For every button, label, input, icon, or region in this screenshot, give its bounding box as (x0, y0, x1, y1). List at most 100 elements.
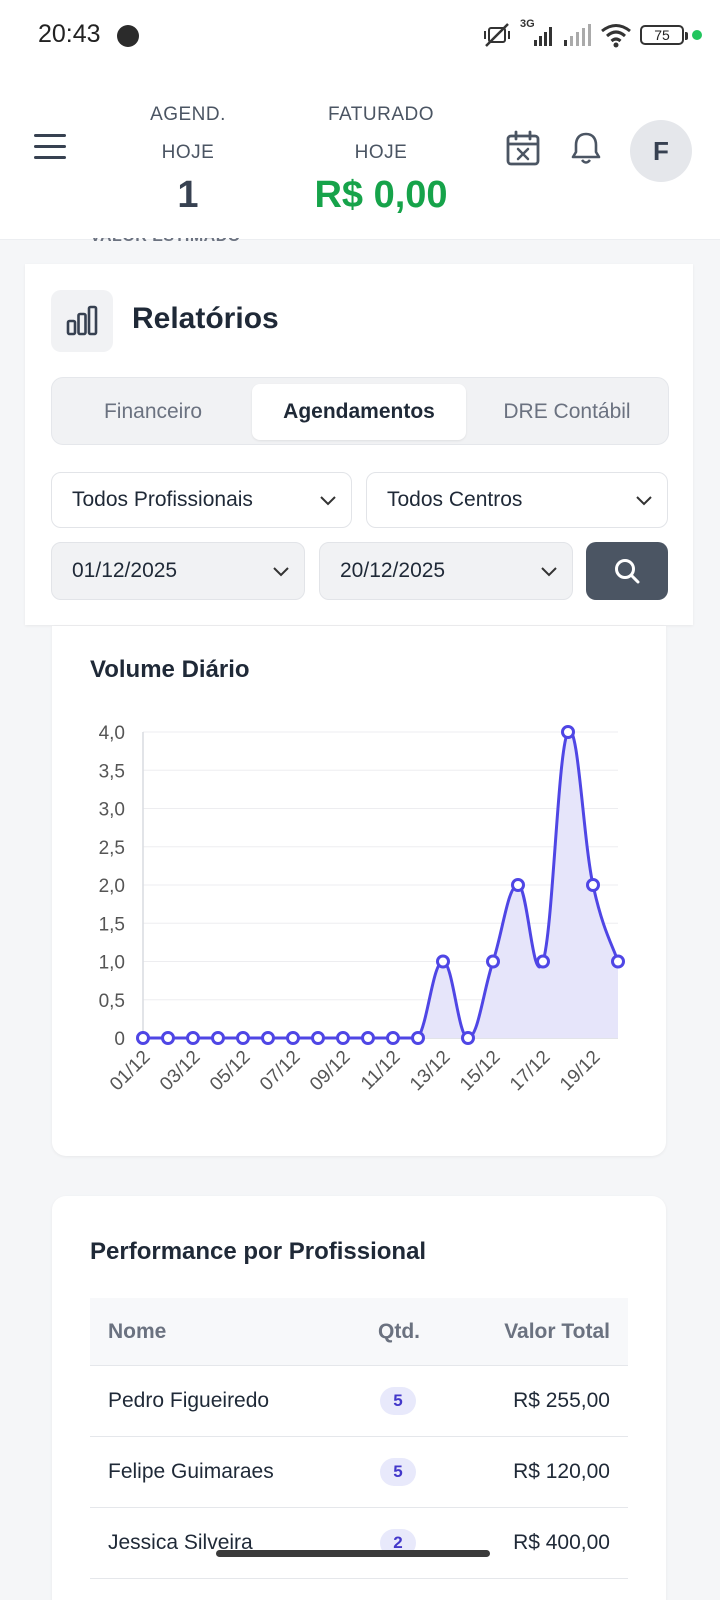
data-point (386, 1031, 400, 1045)
stat-agend-label-2: HOJE (161, 142, 215, 163)
end-date-value: 20/12/2025 (340, 559, 446, 582)
row-name: Felipe Guimaraes (108, 1460, 274, 1483)
status-icons: 3G 75 (482, 18, 702, 50)
data-point (161, 1031, 175, 1045)
x-tick-label: 15/12 (456, 1047, 504, 1095)
row-total: R$ 255,00 (513, 1389, 610, 1412)
stat-appointments-today: AGEND. HOJE 1 (140, 96, 236, 218)
calendar-icon[interactable] (505, 130, 541, 168)
x-tick-label: 05/12 (206, 1047, 254, 1095)
data-point (611, 954, 625, 969)
data-point (286, 1031, 300, 1045)
center-select-value: Todos Centros (387, 488, 523, 511)
signal-3g-icon: 3G (520, 18, 554, 48)
chart-title: Volume Diário (90, 656, 250, 683)
data-point (461, 1031, 475, 1045)
table-row[interactable]: Jessica Silveira 2 R$ 400,00 (90, 1508, 628, 1579)
bar-chart-icon (51, 290, 113, 352)
data-point (136, 1031, 150, 1045)
y-tick-label: 2,5 (99, 838, 125, 859)
home-indicator (216, 1550, 490, 1557)
stat-agend-value: 1 (177, 174, 199, 216)
x-tick-label: 13/12 (406, 1047, 454, 1095)
chevron-down-icon (273, 567, 289, 577)
row-total: R$ 400,00 (513, 1531, 610, 1554)
professional-select-value: Todos Profissionais (72, 488, 253, 511)
performance-table: Nome Qtd. Valor Total Pedro Figueiredo 5… (90, 1298, 628, 1579)
x-tick-label: 01/12 (106, 1047, 154, 1095)
data-point (486, 954, 500, 969)
table-row[interactable]: Pedro Figueiredo 5 R$ 255,00 (90, 1366, 628, 1437)
data-point (511, 878, 525, 892)
notification-dot-icon (117, 25, 139, 47)
chevron-down-icon (320, 496, 336, 506)
tab-financeiro[interactable]: Financeiro (103, 400, 203, 423)
start-date-select[interactable]: 01/12/2025 (51, 542, 305, 600)
y-tick-label: 1,0 (99, 953, 125, 974)
data-point (586, 878, 600, 892)
x-tick-label: 19/12 (556, 1047, 604, 1095)
stat-billed-today: FATURADO HOJE R$ 0,00 (296, 96, 466, 218)
privacy-indicator-icon (692, 30, 702, 40)
chevron-down-icon (636, 496, 652, 506)
status-bar: 20:43 3G 75 (0, 0, 720, 72)
stat-fat-label-2: HOJE (354, 142, 408, 163)
avatar-initial: F (653, 135, 669, 166)
avatar[interactable]: F (630, 120, 692, 182)
data-point (236, 1031, 250, 1045)
col-nome[interactable]: Nome (108, 1319, 167, 1343)
professional-select[interactable]: Todos Profissionais (51, 472, 352, 528)
mute-vibrate-icon (484, 23, 510, 47)
y-tick-label: 0,5 (99, 991, 125, 1012)
series-area (143, 730, 618, 1038)
daily-volume-card: Volume Diário 0 0,5 1,0 1,5 2,0 2,5 3,0 3,5 4,0 0… (52, 626, 666, 1156)
performance-title: Performance por Profissional (90, 1238, 427, 1265)
tab-agendamentos[interactable]: Agendamentos (252, 384, 466, 440)
center-select[interactable]: Todos Centros (366, 472, 668, 528)
data-point (436, 954, 450, 969)
y-tick-label: 0 (114, 1029, 125, 1050)
bell-icon[interactable] (570, 130, 602, 166)
data-point (186, 1031, 200, 1045)
row-name: Pedro Figueiredo (108, 1389, 270, 1412)
data-point (536, 954, 550, 969)
data-point (411, 1031, 425, 1045)
data-point (361, 1031, 375, 1045)
search-button[interactable] (586, 542, 668, 600)
stat-fat-label-1: FATURADO (327, 104, 435, 125)
battery-icon: 75 (640, 25, 688, 45)
x-tick-label: 11/12 (357, 1047, 404, 1094)
tab-dre-contabil[interactable]: DRE Contábil (503, 400, 631, 423)
col-qtd[interactable]: Qtd. (378, 1319, 420, 1343)
network-type: 3G (520, 18, 535, 30)
table-row[interactable]: Felipe Guimaraes 5 R$ 120,00 (90, 1437, 628, 1508)
row-total: R$ 120,00 (513, 1460, 610, 1483)
row-qtd: 5 (380, 1458, 416, 1486)
performance-card: Performance por Profissional Nome Qtd. V… (52, 1196, 666, 1600)
end-date-select[interactable]: 20/12/2025 (319, 542, 573, 600)
row-name: Jessica Silveira (108, 1531, 253, 1554)
start-date-value: 01/12/2025 (72, 559, 178, 582)
estimated-value-label: VALOR ESTIMADO (90, 238, 241, 246)
page-title: Relatórios (132, 302, 279, 335)
qtd-badge: 5 (380, 1387, 416, 1415)
menu-icon[interactable] (34, 134, 66, 162)
data-point (561, 725, 575, 739)
stat-agend-label-1: AGEND. (150, 104, 226, 125)
daily-volume-chart: 0 0,5 1,0 1,5 2,0 2,5 3,0 3,5 4,0 01/12 03/12 05/12… (99, 723, 625, 1095)
report-tabs: Financeiro Agendamentos DRE Contábil (51, 377, 669, 445)
y-tick-label: 2,0 (99, 876, 125, 897)
data-point (336, 1031, 350, 1045)
x-tick-label: 09/12 (306, 1047, 354, 1095)
wifi-icon (601, 24, 631, 48)
data-point (261, 1031, 275, 1045)
data-point (311, 1031, 325, 1045)
app-header: AGEND. HOJE 1 FATURADO HOJE R$ 0,00 F (0, 72, 720, 240)
y-tick-label: 4,0 (99, 723, 125, 744)
stat-fat-value: R$ 0,00 (314, 174, 448, 216)
table-header: Nome Qtd. Valor Total (90, 1298, 628, 1366)
y-tick-label: 1,5 (99, 914, 125, 935)
qtd-badge: 5 (380, 1458, 416, 1486)
data-point (211, 1031, 225, 1045)
col-valor-total[interactable]: Valor Total (504, 1319, 610, 1343)
